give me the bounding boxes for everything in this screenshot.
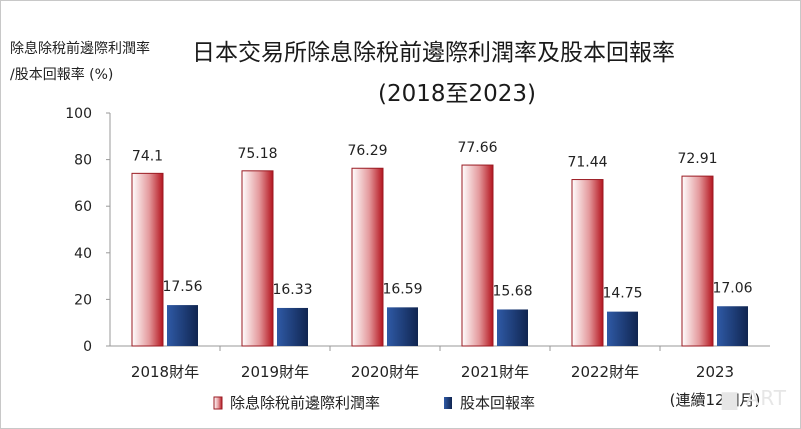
data-label-roe-0: 17.56 <box>162 279 202 295</box>
chart-title: 日本交易所除息除稅前邊際利潤率及股本回報率 <box>192 40 675 66</box>
data-label-margin-1: 75.18 <box>237 146 277 162</box>
legend-swatch-margin <box>213 396 223 410</box>
y-tick-label: 40 <box>74 246 92 262</box>
data-label-roe-2: 16.59 <box>382 281 422 297</box>
x-tick-label-3: 2021財年 <box>461 363 529 381</box>
y-axis-label: 除息除稅前邊際利潤率 /股本回報率 (%) <box>10 36 150 88</box>
data-label-roe-5: 17.06 <box>712 280 752 296</box>
y-tick-label: 60 <box>74 199 92 215</box>
legend-swatch-roe <box>444 397 452 409</box>
bar-margin-3 <box>461 164 494 347</box>
data-label-margin-4: 71.44 <box>567 155 607 171</box>
bar-margin-4 <box>571 179 604 347</box>
x-tick-sublabel-5: (連續12個月) <box>670 391 761 409</box>
data-label-margin-2: 76.29 <box>347 143 387 159</box>
data-label-roe-3: 15.68 <box>492 283 532 299</box>
legend-label-roe: 股本回報率 <box>460 394 535 412</box>
bar-roe-5 <box>717 306 748 346</box>
x-tick-label-0: 2018財年 <box>131 363 199 381</box>
y-tick-label: 20 <box>74 292 92 308</box>
data-label-margin-0: 74.1 <box>132 148 163 164</box>
x-tick-label-2: 2020財年 <box>351 363 419 381</box>
bar-roe-0 <box>167 305 198 346</box>
x-tick-label-5: 2023 <box>696 363 734 381</box>
bar-margin-2 <box>351 167 384 347</box>
bar-roe-4 <box>607 311 638 346</box>
y-tick-label: 80 <box>74 153 92 169</box>
bar-roe-3 <box>497 309 528 346</box>
bar-roe-1 <box>277 307 308 346</box>
y-axis-label-line-2: /股本回報率 (%) <box>10 67 114 83</box>
bar-roe-2 <box>387 307 418 346</box>
y-tick-label: 0 <box>83 339 92 355</box>
watermark-logo: ▆ ART <box>721 386 787 410</box>
data-label-margin-5: 72.91 <box>677 151 717 167</box>
bar-margin-5 <box>681 175 714 347</box>
y-tick-label: 100 <box>65 106 92 122</box>
y-axis-label-line-1: 除息除稅前邊際利潤率 <box>10 41 150 57</box>
x-tick-label-4: 2022財年 <box>571 363 639 381</box>
data-label-margin-3: 77.66 <box>457 140 497 156</box>
data-label-roe-1: 16.33 <box>272 282 312 298</box>
bar-margin-1 <box>241 170 274 347</box>
data-label-roe-4: 14.75 <box>602 286 642 302</box>
chart-subtitle: (2018至2023) <box>378 81 537 107</box>
x-tick-label-1: 2019財年 <box>241 363 309 381</box>
bar-margin-0 <box>131 172 164 347</box>
legend-label-margin: 除息除稅前邊際利潤率 <box>230 394 380 412</box>
